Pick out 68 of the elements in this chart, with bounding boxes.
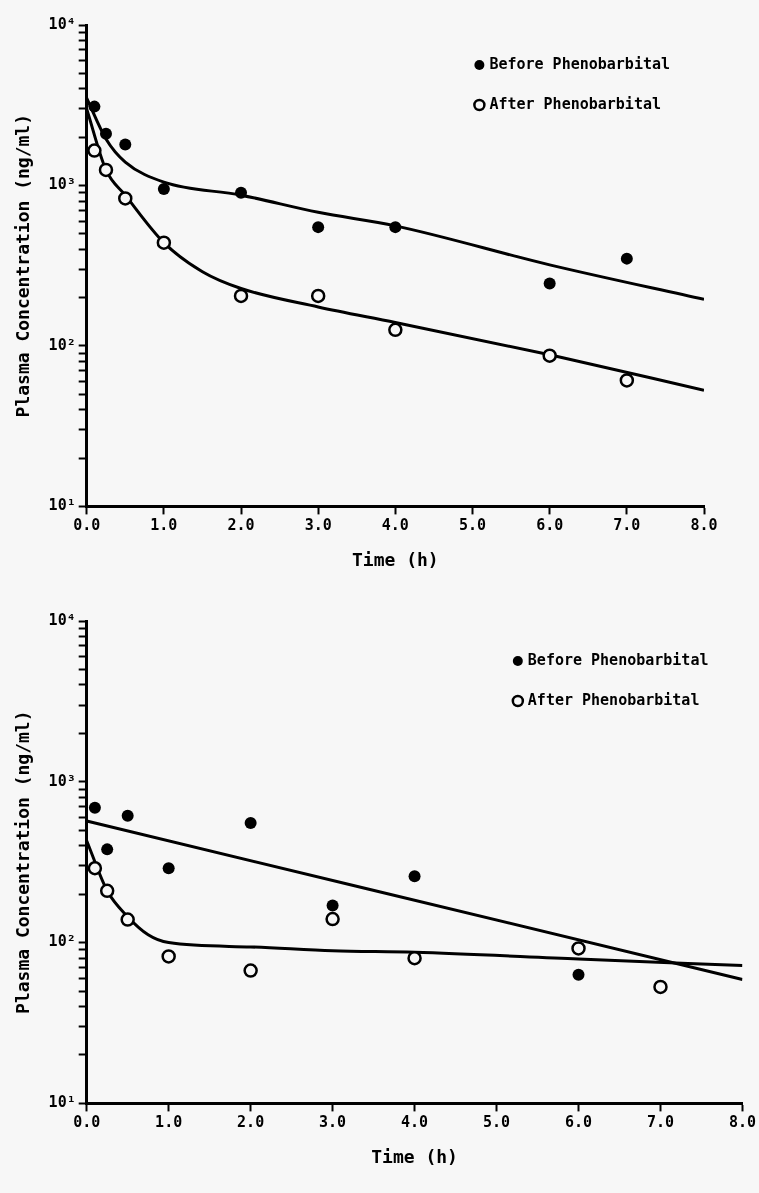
point (119, 138, 132, 151)
point (121, 809, 134, 822)
point (244, 816, 257, 829)
legend-label: Before Phenobarbital (527, 650, 709, 669)
y-tick-label: 10¹ (48, 1093, 76, 1112)
point (389, 221, 402, 234)
point (88, 100, 101, 113)
point (162, 862, 175, 875)
point (325, 911, 340, 927)
y-tick-label: 10² (48, 335, 76, 354)
y-tick-label: 10⁴ (48, 14, 76, 33)
x-tick-label: 5.0 (483, 1113, 511, 1132)
point (408, 870, 421, 883)
point (571, 941, 586, 956)
x-tick-label: 1.0 (150, 516, 178, 535)
point (572, 968, 585, 981)
x-tick-label: 8.0 (690, 516, 718, 535)
legend-label: Before Phenobarbital (489, 54, 671, 73)
x-tick-label: 8.0 (728, 1113, 756, 1132)
point (310, 288, 326, 304)
point (243, 963, 258, 978)
x-tick-label: 2.0 (227, 516, 255, 535)
point (87, 861, 103, 876)
point (620, 252, 633, 265)
y-tick-label: 10³ (48, 175, 76, 194)
x-tick-label: 3.0 (304, 516, 332, 535)
x-tick-label: 0.0 (73, 516, 101, 535)
point (99, 883, 115, 899)
x-tick-label: 1.0 (155, 1113, 183, 1132)
point (101, 843, 114, 856)
point (542, 348, 557, 363)
point (156, 235, 172, 250)
x-axis-title: Time (h) (371, 1145, 458, 1167)
point (161, 949, 176, 964)
point (99, 127, 112, 140)
x-tick-label: 0.0 (73, 1113, 101, 1132)
y-tick-label: 10¹ (48, 496, 76, 515)
point (120, 912, 135, 927)
point (88, 801, 101, 814)
x-tick-label: 7.0 (613, 516, 641, 535)
x-tick-label: 2.0 (237, 1113, 265, 1132)
legend-label: After Phenobarbital (527, 690, 700, 709)
point (312, 221, 325, 234)
x-tick-label: 3.0 (319, 1113, 347, 1132)
point (233, 288, 249, 304)
y-tick-label: 10² (48, 932, 76, 951)
point (388, 322, 403, 338)
point (543, 277, 556, 290)
y-tick-label: 10³ (48, 771, 76, 790)
point (118, 191, 133, 206)
x-axis-title: Time (h) (351, 548, 439, 570)
x-tick-label: 5.0 (458, 516, 487, 535)
x-tick-label: 4.0 (401, 1113, 429, 1132)
point (98, 162, 114, 178)
point (87, 143, 102, 158)
point (619, 373, 635, 388)
x-tick-label: 7.0 (646, 1113, 675, 1132)
y-tick-label: 10⁴ (48, 610, 76, 629)
x-tick-label: 6.0 (536, 516, 564, 535)
legend-label: After Phenobarbital (489, 94, 661, 113)
x-tick-label: 4.0 (381, 516, 409, 535)
point (653, 979, 668, 995)
y-axis-title: Plasma Concentration (ng/ml) (12, 710, 34, 1014)
y-axis-title: Plasma Concentration (ng/ml) (12, 113, 34, 418)
point (157, 183, 170, 196)
point (326, 899, 339, 912)
x-tick-label: 6.0 (564, 1113, 593, 1132)
point (235, 186, 248, 199)
